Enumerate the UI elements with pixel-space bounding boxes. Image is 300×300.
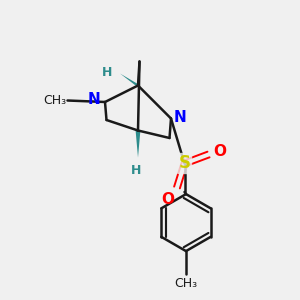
Text: S: S — [178, 154, 190, 172]
Text: N: N — [174, 110, 187, 124]
Text: N: N — [88, 92, 100, 106]
Polygon shape — [136, 130, 140, 158]
Text: CH₃: CH₃ — [43, 94, 66, 107]
Text: CH₃: CH₃ — [174, 277, 198, 290]
Polygon shape — [120, 74, 140, 86]
Text: H: H — [102, 65, 112, 79]
Text: H: H — [131, 164, 142, 176]
Text: O: O — [161, 192, 174, 207]
Text: O: O — [213, 144, 226, 159]
